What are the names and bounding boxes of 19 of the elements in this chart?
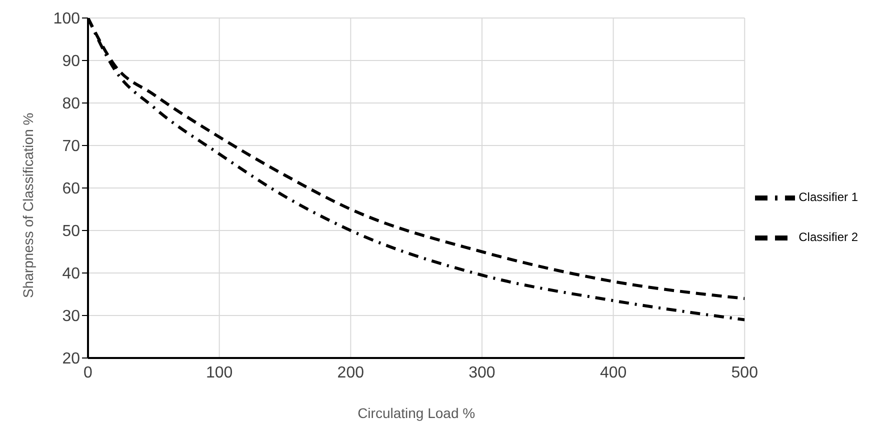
x-tick-label: 300 [468, 364, 496, 382]
x-tick-label: 0 [84, 364, 93, 382]
y-tick-label: 100 [53, 10, 80, 28]
x-tick-label: 400 [600, 364, 627, 382]
y-tick-label: 50 [62, 223, 80, 240]
y-axis-title: Sharpness of Classification % [20, 112, 36, 298]
y-tick-label: 30 [62, 308, 80, 326]
x-axis-title: Circulating Load % [358, 405, 476, 421]
x-tick-label: 200 [337, 364, 364, 382]
y-tick-label: 40 [62, 266, 80, 283]
x-tick-label: 100 [206, 364, 233, 382]
y-tick-label: 60 [62, 180, 80, 198]
y-tick-label: 80 [62, 96, 80, 113]
y-tick-label: 90 [62, 53, 80, 70]
x-tick-label: 500 [731, 364, 758, 382]
legend-label: Classifier 2 [798, 230, 858, 244]
y-tick-label: 70 [62, 138, 80, 156]
legend-label: Classifier 1 [798, 190, 858, 204]
y-tick-label: 20 [62, 350, 80, 368]
